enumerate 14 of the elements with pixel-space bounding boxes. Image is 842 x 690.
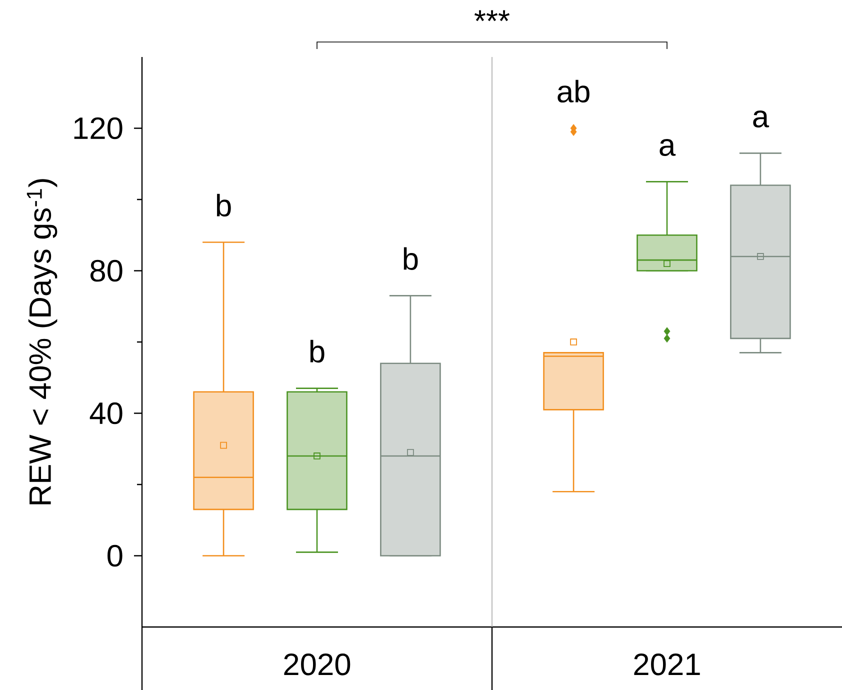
text: *** xyxy=(474,10,510,22)
x-tick-label: 2021 xyxy=(634,653,700,676)
y-tick-label: 120 xyxy=(74,117,122,140)
y-tick-label: 0 xyxy=(108,544,122,567)
x-tick-label: 2020 xyxy=(284,653,350,676)
annotation: b xyxy=(404,247,418,270)
y-axis-title: REW < 40% (Days gs$^{-1}$) xyxy=(26,179,58,504)
annotation: a xyxy=(660,139,676,156)
y-tick-label: 80 xyxy=(90,260,122,282)
annotation: b xyxy=(216,194,231,217)
annotation: ab xyxy=(558,80,590,103)
annotation: b xyxy=(310,340,324,363)
y-tick-label: 40 xyxy=(90,402,122,424)
annotation: a xyxy=(753,110,770,128)
